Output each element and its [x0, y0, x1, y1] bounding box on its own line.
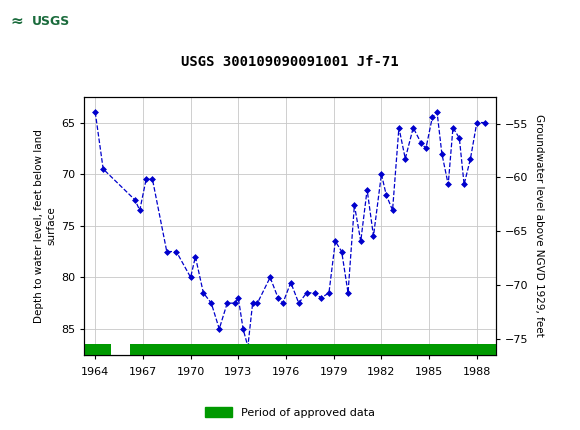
Y-axis label: Depth to water level, feet below land
surface: Depth to water level, feet below land su… — [34, 129, 57, 322]
Text: 1979: 1979 — [320, 367, 348, 377]
Legend: Period of approved data: Period of approved data — [200, 403, 380, 422]
Text: 1973: 1973 — [224, 367, 252, 377]
Bar — [84, 344, 111, 355]
Text: USGS: USGS — [32, 15, 70, 28]
Text: USGS 300109090091001 Jf-71: USGS 300109090091001 Jf-71 — [181, 55, 399, 69]
Text: 1988: 1988 — [463, 367, 491, 377]
Text: 1964: 1964 — [81, 367, 110, 377]
Text: 1985: 1985 — [415, 367, 443, 377]
Bar — [130, 344, 496, 355]
Text: 1976: 1976 — [272, 367, 300, 377]
Y-axis label: Groundwater level above NGVD 1929, feet: Groundwater level above NGVD 1929, feet — [534, 114, 544, 337]
Text: 1970: 1970 — [176, 367, 205, 377]
Text: ≈: ≈ — [10, 14, 23, 28]
Bar — [6, 3, 72, 39]
Text: 1967: 1967 — [129, 367, 157, 377]
Text: 1982: 1982 — [367, 367, 396, 377]
